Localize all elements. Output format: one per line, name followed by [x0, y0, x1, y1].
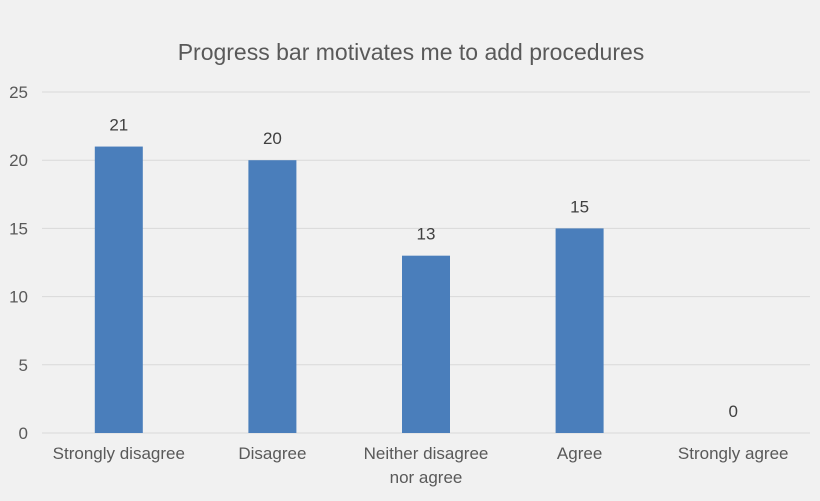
y-tick-label: 20: [9, 151, 28, 170]
chart-title: Progress bar motivates me to add procedu…: [178, 39, 645, 65]
bar: [555, 228, 604, 433]
data-label: 20: [263, 129, 282, 148]
x-category-label: nor agree: [390, 468, 463, 487]
x-axis-categories: Strongly disagree Disagree Neither disagre…: [53, 444, 789, 487]
data-label: 15: [570, 197, 589, 216]
y-tick-label: 25: [9, 83, 28, 102]
data-label: 21: [109, 116, 128, 135]
y-tick-label: 15: [9, 219, 28, 238]
x-category-label: Neither disagree: [364, 444, 489, 463]
y-axis-ticks: 0 5 10 15 20 25: [9, 83, 28, 443]
bar: [94, 146, 143, 433]
bar: [248, 160, 297, 433]
data-label: 0: [728, 402, 737, 421]
y-tick-label: 5: [19, 356, 28, 375]
bar: [402, 255, 450, 433]
y-tick-label: 0: [19, 424, 28, 443]
y-tick-label: 10: [9, 288, 28, 307]
x-category-label: Disagree: [238, 444, 306, 463]
x-category-label: Strongly agree: [678, 444, 789, 463]
bars: [94, 146, 604, 433]
x-category-label: Strongly disagree: [53, 444, 185, 463]
data-labels: 21 20 13 15 0: [109, 116, 738, 421]
data-label: 13: [417, 225, 436, 244]
x-category-label: Agree: [557, 444, 602, 463]
